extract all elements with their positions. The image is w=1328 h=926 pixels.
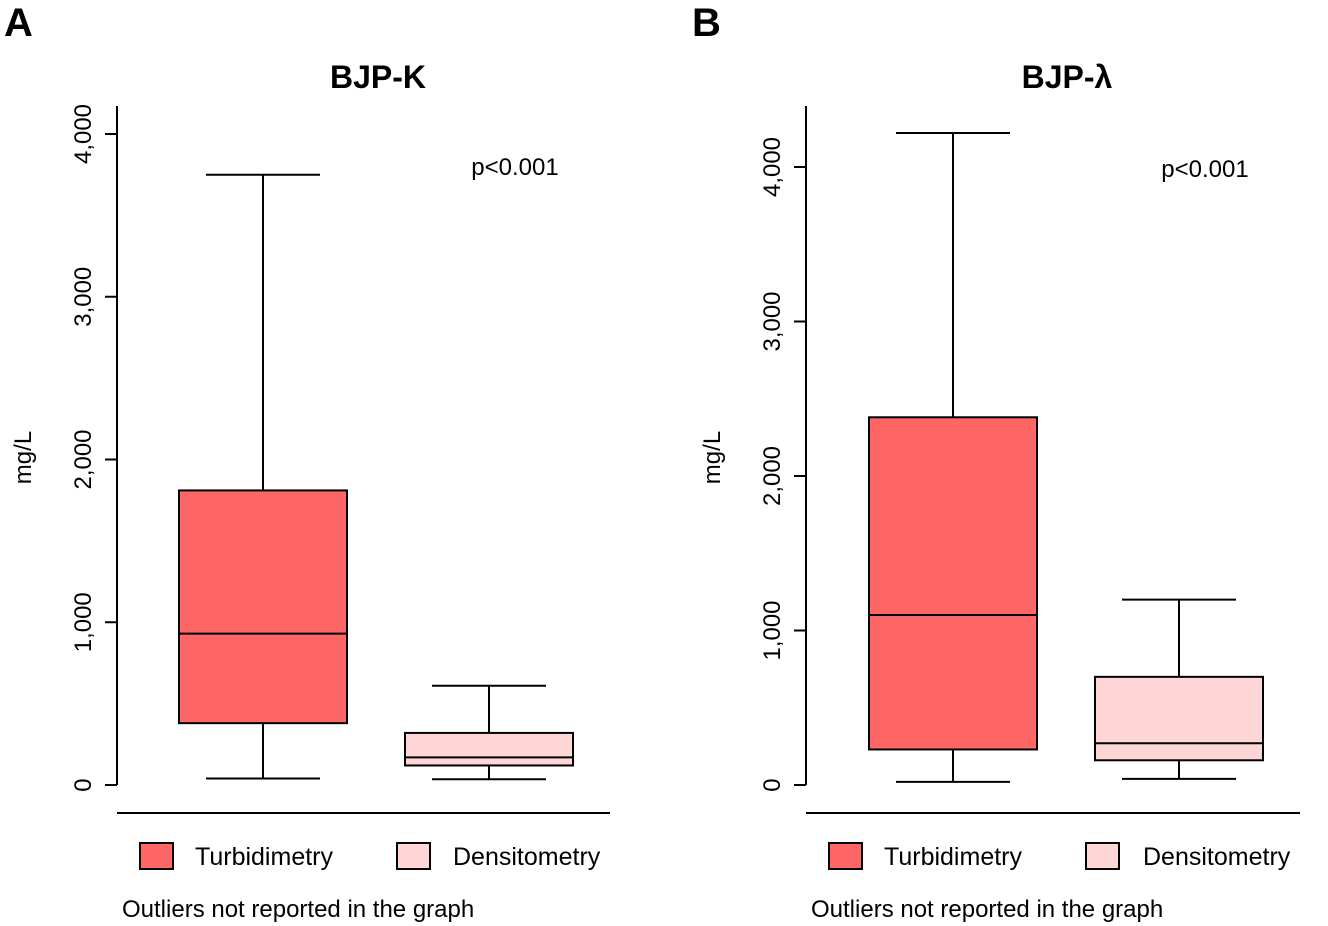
legend-swatch-turbidimetry — [828, 842, 863, 870]
chart-title: BJP-K — [330, 59, 426, 95]
iqr-box — [1094, 675, 1264, 762]
y-tick-label: 2,000 — [759, 446, 786, 506]
iqr-box — [868, 416, 1038, 751]
box-densitometry — [1094, 598, 1264, 780]
y-tick-label: 4,000 — [759, 137, 786, 197]
box-turbidimetry — [868, 132, 1038, 783]
panel-label: A — [4, 1, 33, 45]
footnote: Outliers not reported in the graph — [811, 896, 1163, 923]
panel-a: A BJP-K 0 1,000 2,000 3,000 4,000 mg/L p… — [4, 1, 610, 923]
y-tick-label: 1,000 — [70, 592, 97, 652]
box-densitometry — [404, 684, 574, 781]
iqr-box — [178, 489, 348, 725]
legend: Turbidimetry Densitometry — [828, 842, 1291, 871]
legend-swatch-densitometry — [1085, 842, 1120, 870]
legend-label-densitometry: Densitometry — [1143, 843, 1291, 871]
legend-label-turbidimetry: Turbidimetry — [884, 843, 1022, 871]
y-axis-label: mg/L — [10, 431, 37, 484]
y-tick-label: 1,000 — [759, 600, 786, 660]
chart-title: BJP-λ — [1022, 59, 1113, 95]
iqr-box — [404, 731, 574, 767]
y-axis: 0 1,000 2,000 3,000 4,000 mg/L — [699, 106, 807, 792]
y-axis: 0 1,000 2,000 3,000 4,000 mg/L — [10, 104, 118, 792]
legend-label-densitometry: Densitometry — [453, 843, 601, 871]
y-tick-label: 0 — [70, 778, 97, 791]
box-turbidimetry — [178, 173, 348, 780]
legend: Turbidimetry Densitometry — [139, 842, 601, 871]
y-tick-label: 4,000 — [70, 104, 97, 164]
y-tick-label: 3,000 — [759, 291, 786, 351]
panel-label: B — [692, 1, 721, 45]
legend-label-turbidimetry: Turbidimetry — [195, 843, 333, 871]
panel-b: B BJP-λ 0 1,000 2,000 3,000 4,000 mg/L p… — [692, 1, 1300, 923]
y-tick-label: 0 — [759, 778, 786, 791]
footnote: Outliers not reported in the graph — [122, 896, 474, 923]
y-tick-label: 2,000 — [70, 429, 97, 489]
y-axis-label: mg/L — [699, 431, 726, 484]
legend-swatch-densitometry — [396, 842, 431, 870]
p-value-annotation: p<0.001 — [1161, 156, 1248, 183]
y-tick-label: 3,000 — [70, 267, 97, 327]
legend-swatch-turbidimetry — [139, 842, 174, 870]
p-value-annotation: p<0.001 — [471, 154, 558, 181]
